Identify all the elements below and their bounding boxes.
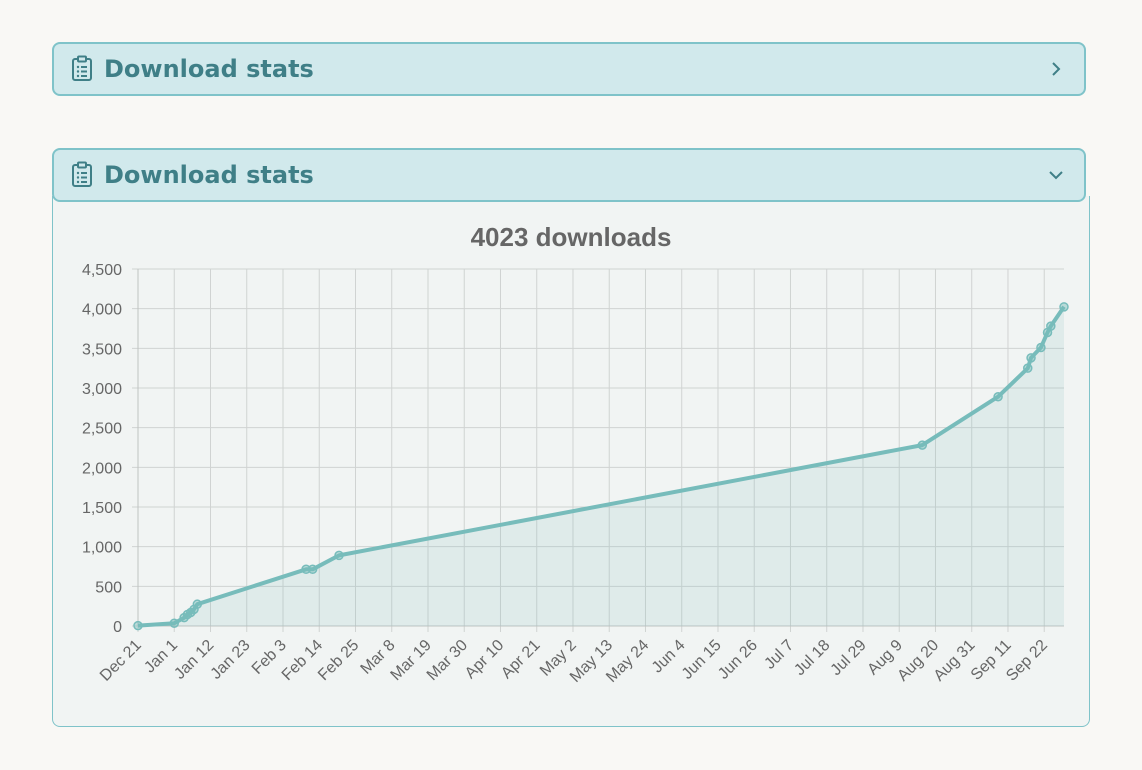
x-tick-label: Jun 26	[715, 637, 761, 683]
data-point	[1026, 353, 1036, 363]
x-tick-label: Aug 31	[931, 637, 979, 685]
download-stats-header-collapsed[interactable]: Download stats	[52, 42, 1086, 96]
data-point	[192, 599, 203, 609]
data-point	[1059, 302, 1069, 312]
chevron-down-icon[interactable]	[1046, 165, 1066, 185]
y-tick-label: 500	[95, 579, 122, 596]
x-tick-label: Sep 22	[1003, 637, 1051, 685]
clipboard-list-icon	[70, 161, 94, 189]
y-tick-label: 4,500	[82, 262, 122, 279]
download-stats-header-expanded[interactable]: Download stats	[52, 148, 1086, 202]
data-point	[1036, 342, 1046, 353]
x-tick-label: Jul 18	[791, 637, 833, 679]
x-tick-label: Mar 30	[424, 637, 471, 684]
x-tick-label: Apr 10	[462, 637, 507, 682]
downloads-line-chart: 4023 downloads 0 500 1,000 1,500 2,000 2,500 3…	[82, 222, 1069, 686]
x-tick-label: Jan 12	[171, 637, 217, 683]
y-tick-label: 2,500	[82, 421, 122, 438]
data-point	[301, 564, 311, 575]
panel-title: Download stats	[104, 161, 314, 189]
x-tick-label: Feb 25	[315, 637, 362, 684]
download-stats-panel-body: 4023 downloads 0 500 1,000 1,500 2,000 2,500 3…	[52, 196, 1090, 727]
y-tick-label: 0	[113, 619, 122, 636]
data-point	[917, 440, 928, 450]
x-tick-label: Dec 21	[97, 637, 145, 685]
series-area	[138, 306, 1064, 626]
clipboard-list-icon	[70, 55, 94, 83]
chart-title: 4023 downloads	[471, 222, 672, 252]
y-tick-label: 1,000	[82, 540, 122, 557]
data-point	[169, 618, 179, 628]
y-tick-label: 4,000	[82, 302, 122, 319]
x-tick-label: Jan 23	[208, 637, 254, 683]
x-tick-label: Jun 15	[679, 637, 725, 683]
y-tick-label: 1,500	[82, 500, 122, 517]
y-tick-label: 3,000	[82, 381, 122, 398]
chevron-right-icon[interactable]	[1046, 59, 1066, 79]
y-tick-label: 3,500	[82, 341, 122, 358]
panel-title: Download stats	[104, 55, 314, 83]
x-tick-label: Apr 21	[498, 637, 543, 682]
x-tick-label: Jul 29	[828, 637, 870, 679]
data-point	[307, 564, 318, 575]
data-point	[993, 391, 1003, 402]
data-point	[334, 550, 344, 561]
data-point	[1023, 363, 1033, 373]
data-point	[133, 620, 143, 631]
data-point	[1046, 321, 1056, 331]
y-tick-label: 2,000	[82, 460, 122, 477]
